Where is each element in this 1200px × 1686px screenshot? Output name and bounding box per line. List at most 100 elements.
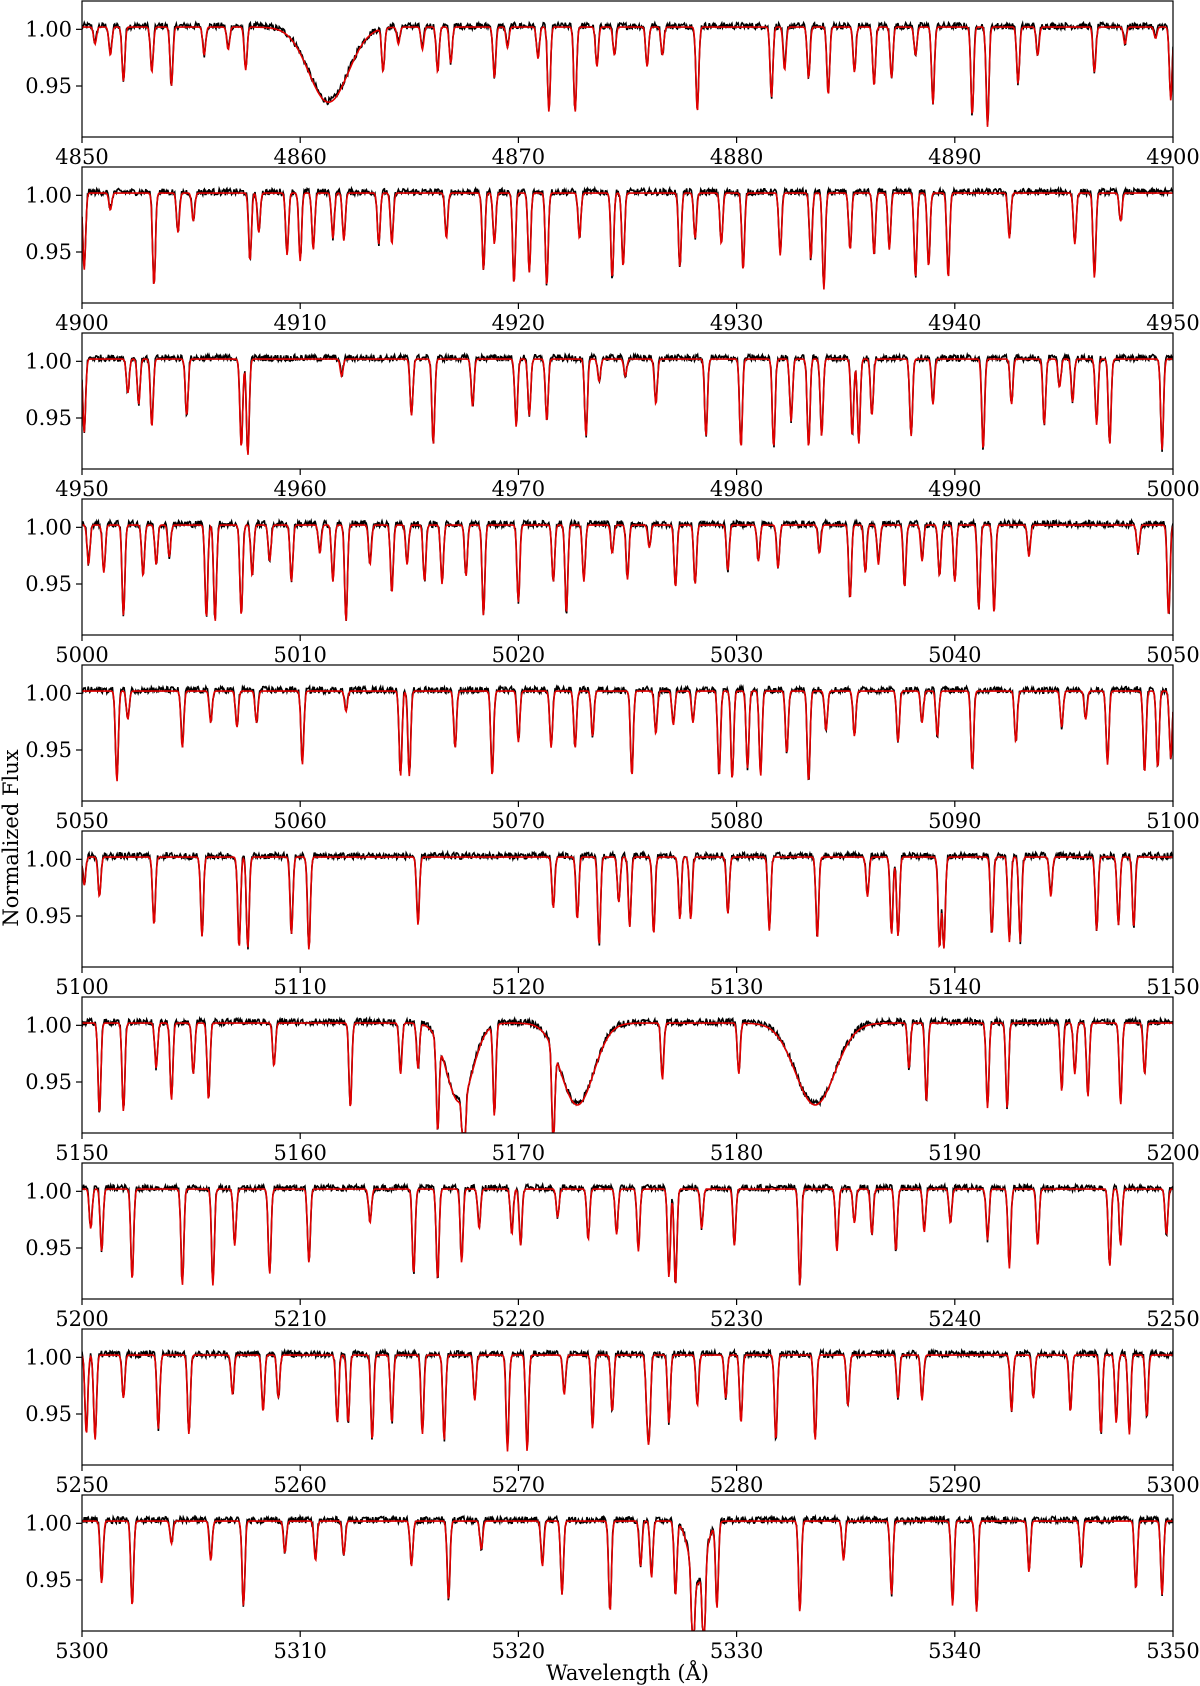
x-tick-label: 5290 (928, 1473, 981, 1497)
x-tick-label: 4910 (273, 311, 326, 335)
spectrum-panel-10: 0.95 1.00 5300 5310 5320 5330 5340 5350 (25, 1494, 1200, 1663)
x-tick-label: 5010 (273, 643, 326, 667)
x-tick-label: 5090 (928, 809, 981, 833)
x-tick-label: 4990 (928, 477, 981, 501)
model-spectrum-line (82, 1188, 1173, 1286)
x-tick-label: 5180 (710, 1141, 763, 1165)
x-tick-label: 5220 (492, 1307, 545, 1331)
panel-frame (81, 332, 1174, 470)
x-tick-label: 5240 (928, 1307, 981, 1331)
y-tick-label: 1.00 (25, 1345, 72, 1369)
y-tick-label: 1.00 (25, 681, 72, 705)
x-tick-label: 5040 (928, 643, 981, 667)
x-axis-title: Wavelength (Å) (546, 1660, 709, 1685)
y-tick-label: 0.95 (25, 1568, 72, 1592)
x-tick-label: 5120 (492, 975, 545, 999)
panel-frame (81, 1162, 1174, 1300)
observed-spectrum-line (82, 517, 1173, 622)
x-tick-label: 5320 (492, 1639, 545, 1663)
x-tick-label: 4930 (710, 311, 763, 335)
x-tick-label: 5070 (492, 809, 545, 833)
x-tick-label: 5350 (1146, 1639, 1199, 1663)
y-tick-label: 0.95 (25, 1070, 72, 1094)
x-tick-label: 4970 (492, 477, 545, 501)
spectrum-panel-4: 0.95 1.00 5000 5010 5020 5030 5040 5050 (25, 498, 1200, 667)
x-tick-label: 5150 (1146, 975, 1199, 999)
panel-frame (81, 996, 1174, 1134)
x-tick-label: 5250 (1146, 1307, 1199, 1331)
x-tick-label: 5190 (928, 1141, 981, 1165)
y-tick-label: 1.00 (25, 183, 72, 207)
spectrum-panel-8: 0.95 1.00 5200 5210 5220 5230 5240 5250 (25, 1162, 1200, 1331)
spectrum-panel-1: 0.95 1.00 4850 4860 4870 4880 4890 4900 (25, 0, 1200, 169)
x-tick-label: 5260 (273, 1473, 326, 1497)
spectrum-panel-6: 0.95 1.00 5100 5110 5120 5130 5140 5150 (25, 830, 1200, 999)
observed-spectrum-line (82, 683, 1173, 781)
x-tick-label: 5030 (710, 643, 763, 667)
x-tick-label: 4900 (1146, 145, 1199, 169)
y-tick-label: 0.95 (25, 74, 72, 98)
x-tick-label: 5050 (55, 809, 108, 833)
model-spectrum-line (82, 1022, 1173, 1133)
spectrum-panel-5: 0.95 1.00 5050 5060 5070 5080 5090 5100 (25, 664, 1200, 833)
spectrum-panel-2: 0.95 1.00 4900 4910 4920 4930 4940 4950 (25, 166, 1200, 335)
x-tick-label: 4920 (492, 311, 545, 335)
model-spectrum-line (82, 690, 1173, 782)
y-tick-label: 0.95 (25, 738, 72, 762)
x-tick-label: 5310 (273, 1639, 326, 1663)
panel-frame (81, 1328, 1174, 1466)
x-tick-label: 5210 (273, 1307, 326, 1331)
x-tick-label: 5100 (1146, 809, 1199, 833)
x-tick-label: 4940 (928, 311, 981, 335)
observed-spectrum-line (82, 20, 1173, 125)
x-tick-label: 5000 (55, 643, 108, 667)
x-tick-label: 5230 (710, 1307, 763, 1331)
x-tick-label: 5130 (710, 975, 763, 999)
x-tick-label: 4860 (273, 145, 326, 169)
y-tick-label: 1.00 (25, 1179, 72, 1203)
x-tick-label: 4950 (1146, 311, 1199, 335)
x-tick-label: 4980 (710, 477, 763, 501)
x-tick-label: 5050 (1146, 643, 1199, 667)
panel-frame (81, 166, 1174, 304)
x-tick-label: 5330 (710, 1639, 763, 1663)
model-spectrum-line (82, 1354, 1173, 1452)
x-tick-label: 4890 (928, 145, 981, 169)
x-tick-label: 5080 (710, 809, 763, 833)
model-spectrum-line (82, 358, 1173, 455)
x-tick-label: 5060 (273, 809, 326, 833)
y-tick-label: 1.00 (25, 349, 72, 373)
x-tick-label: 4870 (492, 145, 545, 169)
model-spectrum-line (82, 192, 1173, 290)
model-spectrum-line (82, 1520, 1173, 1631)
y-tick-label: 0.95 (25, 406, 72, 430)
x-tick-label: 5020 (492, 643, 545, 667)
y-tick-label: 1.00 (25, 1013, 72, 1037)
x-tick-label: 4880 (710, 145, 763, 169)
panel-frame (81, 498, 1174, 636)
x-tick-label: 5000 (1146, 477, 1199, 501)
model-spectrum-line (82, 856, 1173, 950)
y-tick-label: 0.95 (25, 1402, 72, 1426)
x-tick-label: 5110 (273, 975, 326, 999)
panel-frame (81, 1494, 1174, 1632)
spectrum-panel-9: 0.95 1.00 5250 5260 5270 5280 5290 5300 (25, 1328, 1200, 1497)
x-tick-label: 5300 (1146, 1473, 1199, 1497)
y-axis-title: Normalized Flux (0, 749, 23, 926)
x-tick-label: 5270 (492, 1473, 545, 1497)
y-tick-label: 0.95 (25, 240, 72, 264)
x-tick-label: 5170 (492, 1141, 545, 1165)
x-tick-label: 4900 (55, 311, 108, 335)
y-tick-label: 1.00 (25, 17, 72, 41)
x-tick-label: 5100 (55, 975, 108, 999)
y-tick-label: 0.95 (25, 572, 72, 596)
model-spectrum-line (82, 26, 1173, 127)
y-tick-label: 1.00 (25, 847, 72, 871)
x-tick-label: 5140 (928, 975, 981, 999)
x-tick-label: 4960 (273, 477, 326, 501)
y-tick-label: 0.95 (25, 904, 72, 928)
x-tick-label: 5280 (710, 1473, 763, 1497)
spectrum-panel-3: 0.95 1.00 4950 4960 4970 4980 4990 5000 (25, 332, 1200, 501)
x-tick-label: 4950 (55, 477, 108, 501)
